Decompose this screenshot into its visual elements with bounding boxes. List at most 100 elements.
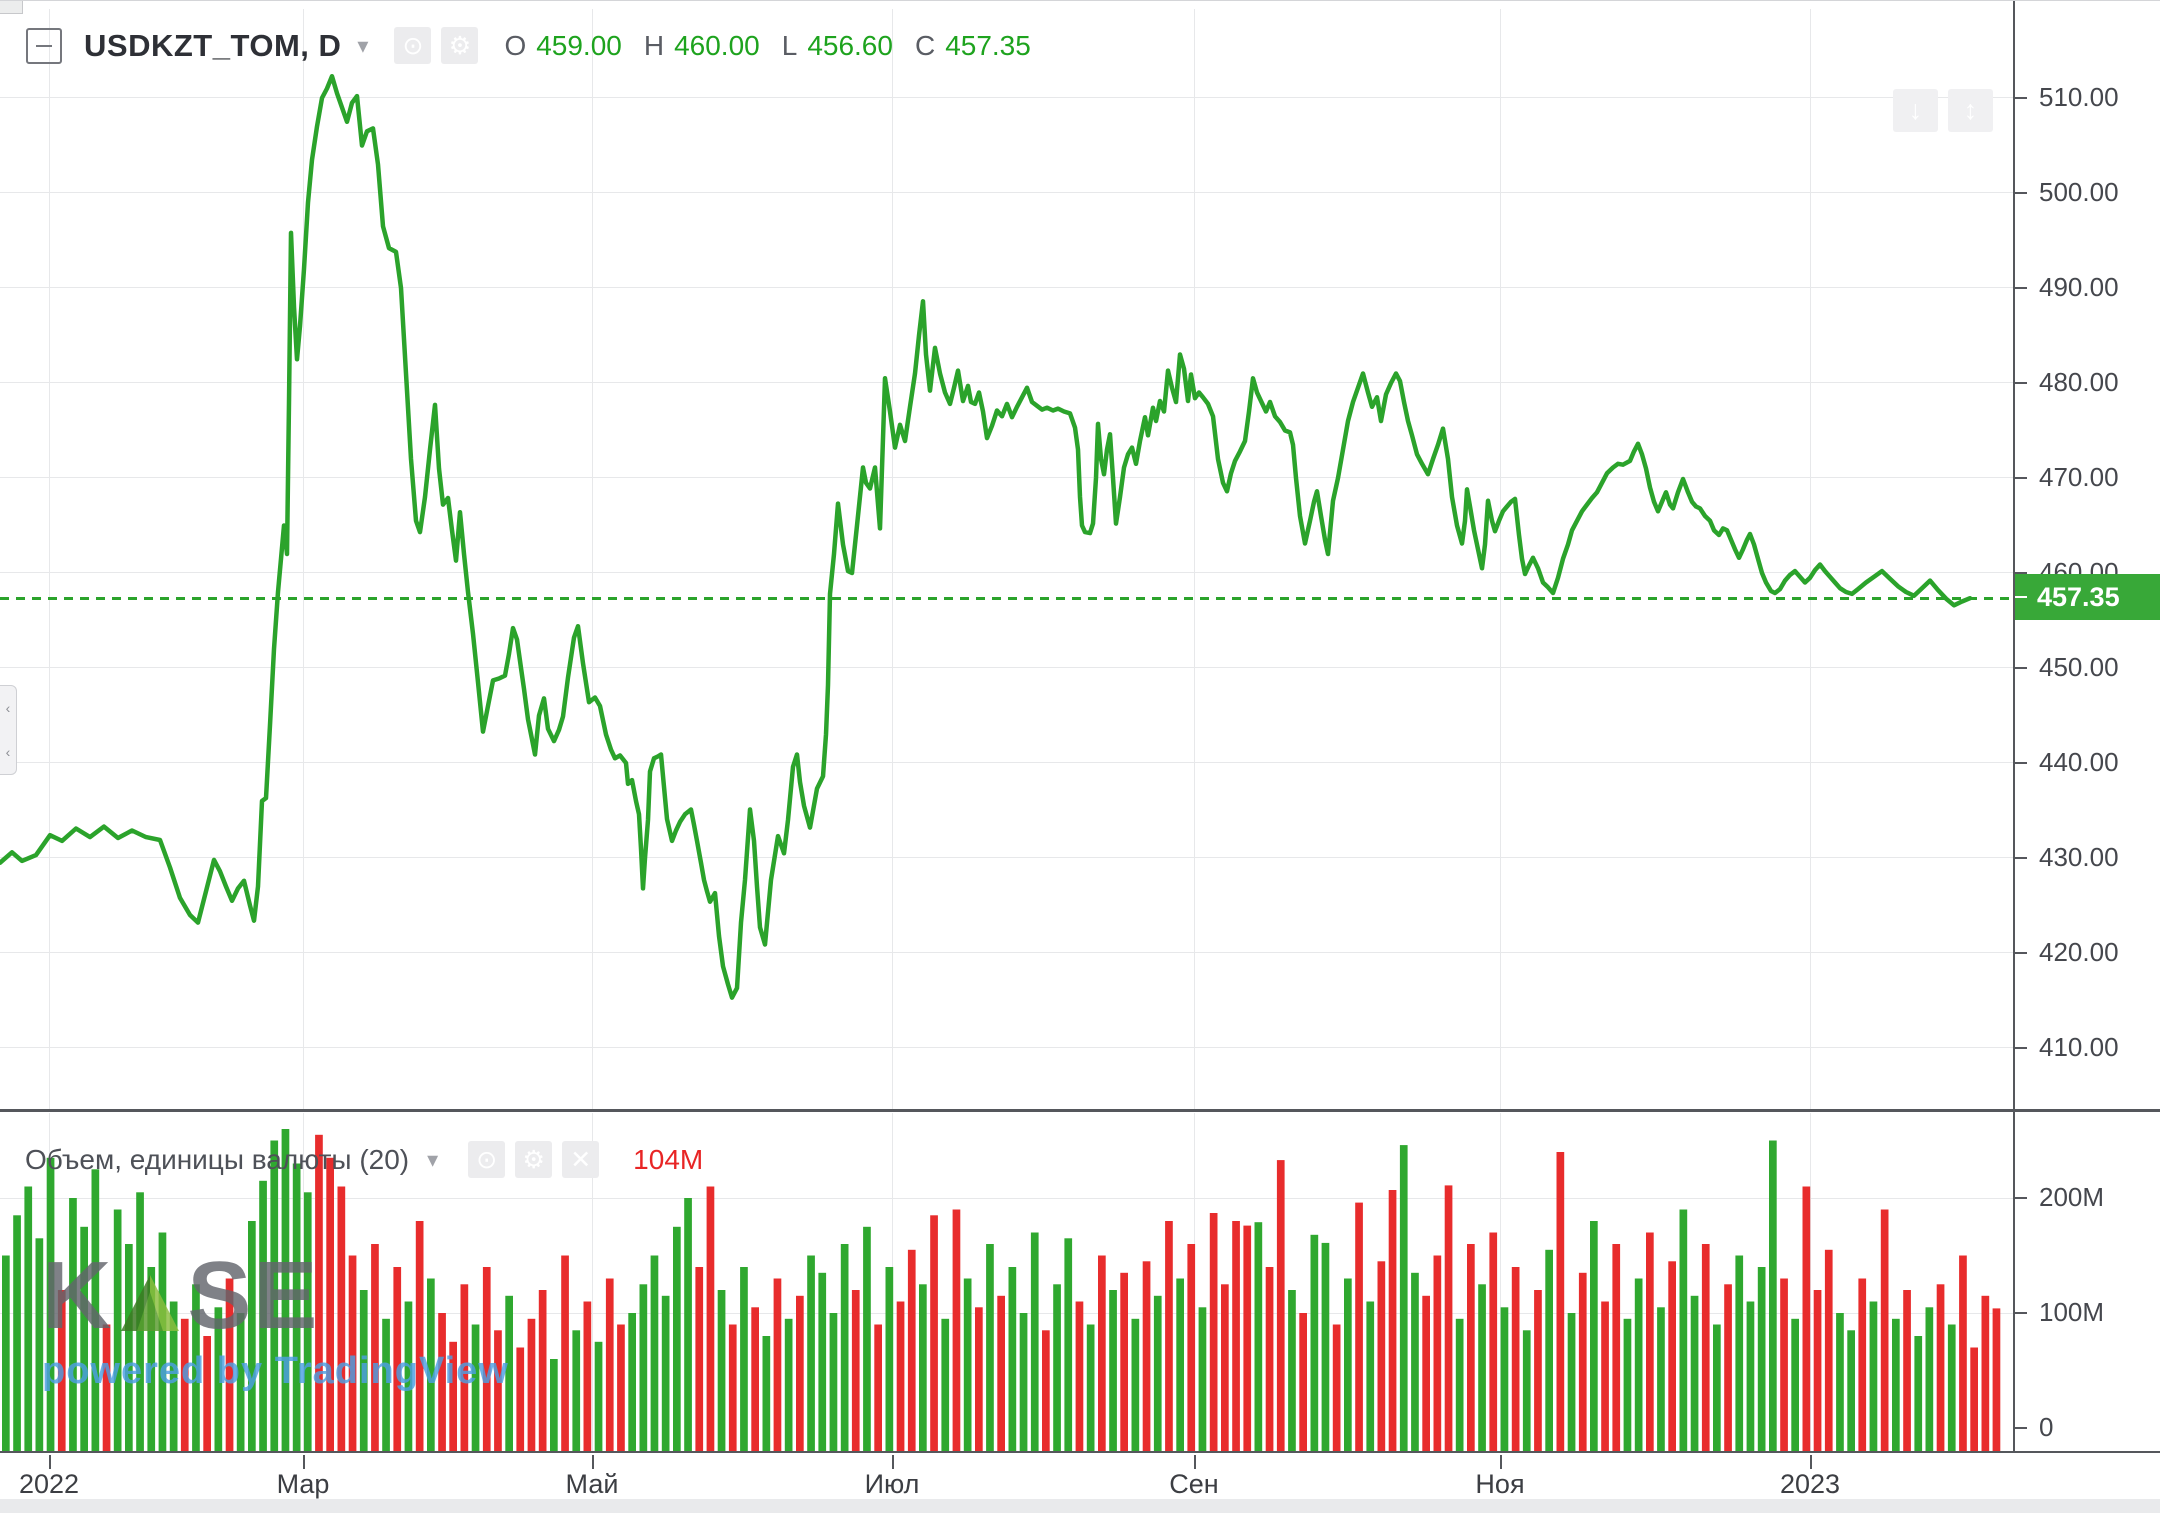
time-tick-label[interactable]: 2023 [1779,1469,1841,1499]
volume-bar [1836,1313,1844,1451]
time-tick-label[interactable]: Ноя [1475,1469,1525,1499]
price-gridline [0,762,2013,763]
volume-tick-label: 0 [2039,1412,2054,1442]
volume-bar [1377,1261,1386,1451]
price-pane[interactable] [0,1,2013,1109]
volume-bar [572,1330,581,1451]
high-label: H [643,29,665,61]
volume-bar [471,1324,480,1451]
volume-bar [147,1267,156,1451]
price-tick-dash [2015,952,2027,954]
volume-bar [1030,1232,1039,1451]
time-gridline [303,1113,304,1451]
volume-legend: Объем, единицы валюты (20) ▾ ⊙ ⚙ ✕ 104M [25,1141,703,1178]
volume-bar [1232,1221,1240,1451]
price-gridline [0,287,2013,288]
price-line [0,73,1973,1000]
volume-chevron-down-icon[interactable]: ▾ [427,1146,439,1172]
volume-bar [1120,1272,1128,1451]
volume-bar [740,1267,748,1451]
time-tick [1500,1455,1502,1469]
volume-bar [1310,1234,1319,1451]
volume-bar [192,1284,200,1451]
volume-bar [784,1318,793,1451]
volume-bar [1086,1324,1095,1451]
volume-bar [930,1215,938,1451]
volume-bar [236,1313,245,1451]
price-tick-label: 480.00 [2039,367,2119,397]
time-tick-label[interactable]: Мар [276,1469,330,1499]
volume-close-icon[interactable]: ✕ [562,1141,600,1178]
volume-bar [561,1255,569,1451]
price-tick-dash [2015,572,2027,574]
eye-icon[interactable]: ⊙ [394,27,432,64]
time-axis-border [0,1451,2160,1453]
volume-bar [1355,1202,1363,1451]
volume-bar [91,1169,100,1451]
close-label: C [914,29,936,61]
time-tick [303,1455,305,1469]
volume-bar [1344,1278,1352,1451]
volume-bar [80,1226,88,1451]
volume-pane[interactable] [0,1113,2013,1451]
volume-bar [1422,1295,1430,1451]
volume-gridline [0,1198,2013,1199]
volume-bar [1098,1255,1106,1451]
gear-icon[interactable]: ⚙ [441,27,479,64]
volume-eye-icon[interactable]: ⊙ [468,1141,506,1178]
price-axis[interactable]: 457.35 510.00 500.00 490.00 480.00 470.00 460… [2013,1,2160,1451]
high-value: 460.00 [674,29,760,61]
price-tick-label: 500.00 [2039,177,2119,207]
volume-bar [24,1186,33,1451]
volume-bar [1534,1290,1542,1451]
time-gridline [1500,9,1501,1109]
volume-bar [1847,1330,1855,1451]
volume-bar [35,1238,44,1451]
volume-bar [1411,1272,1419,1451]
volume-bar [46,1157,55,1451]
symbol-title[interactable]: USDKZT_TOM, D [84,27,342,63]
volume-bar [337,1186,346,1451]
volume-gridline [0,1313,2013,1314]
chevron-down-icon[interactable]: ▾ [357,32,369,58]
time-tick-label[interactable]: Сен [1169,1469,1219,1499]
volume-bar [963,1278,972,1451]
volume-bar [102,1324,111,1451]
price-tick-dash [2015,667,2027,669]
time-tick-label[interactable]: Июл [864,1469,920,1499]
volume-bar [1690,1295,1699,1451]
time-tick-label[interactable]: Май [565,1469,619,1499]
volume-bar [1243,1225,1252,1451]
volume-bar [1455,1318,1464,1451]
price-tick-dash [2015,382,2027,384]
volume-bar [594,1341,603,1451]
volume-bar [762,1336,771,1451]
collapse-pane-icon[interactable] [26,27,62,64]
time-tick-label[interactable]: 2022 [18,1469,80,1499]
volume-bar [1321,1242,1330,1451]
volume-bar [1858,1278,1867,1451]
volume-bar [1467,1244,1475,1451]
volume-bar [69,1198,77,1451]
volume-bar [1914,1336,1923,1451]
left-toolbar-handle[interactable]: ‹ ‹ [0,685,17,775]
volume-title[interactable]: Объем, единицы валюты (20) [25,1143,410,1175]
time-gridline [1810,1113,1811,1451]
time-gridline [303,9,304,1109]
volume-gear-icon[interactable]: ⚙ [515,1141,553,1178]
scroll-down-icon[interactable]: ↓ [1893,89,1938,132]
volume-bar [482,1267,491,1451]
volume-bar [1813,1290,1822,1451]
watermark-k: K [42,1242,114,1349]
price-tag-tick [2015,596,2027,598]
autoscale-icon[interactable]: ↕ [1948,89,1993,132]
volume-bar [975,1307,983,1451]
volume-bar [1925,1307,1934,1451]
volume-bar [1153,1295,1162,1451]
volume-bars [2,1129,2001,1451]
pane-divider[interactable] [0,1109,2160,1112]
volume-bar [1634,1278,1643,1451]
price-tick-label: 430.00 [2039,842,2119,872]
volume-bar [874,1324,882,1451]
volume-bar [1019,1313,1028,1451]
